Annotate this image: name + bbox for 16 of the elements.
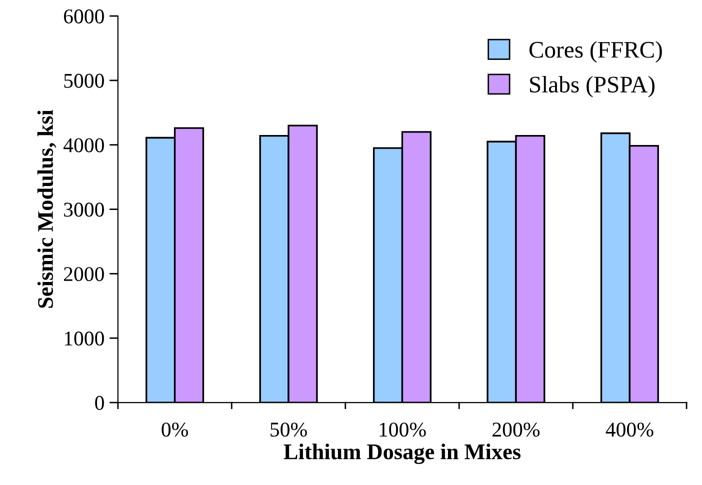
y-tick-label: 0	[95, 396, 104, 410]
legend-label: Slabs (PSPA)	[530, 76, 655, 98]
x-tick-label: 400%	[606, 422, 654, 437]
x-tick-label: 100%	[380, 422, 426, 437]
y-axis-title: Seismic Modulus, ksi	[37, 110, 56, 308]
x-tick-label: 50%	[270, 422, 307, 437]
x-tick-label: 200%	[492, 422, 540, 437]
y-tick-label: 2000	[64, 267, 104, 282]
y-tick-label: 4000	[63, 138, 104, 152]
y-tick-label: 1000	[64, 332, 104, 346]
x-axis-title: Lithium Dosage in Mixes	[284, 444, 521, 464]
legend-label: Cores (FFRC)	[529, 41, 662, 63]
y-tick-label: 3000	[64, 202, 104, 217]
y-tick-label: 6000	[64, 9, 104, 24]
x-tick-label: 0%	[162, 422, 188, 437]
y-tick-label: 5000	[64, 74, 104, 88]
